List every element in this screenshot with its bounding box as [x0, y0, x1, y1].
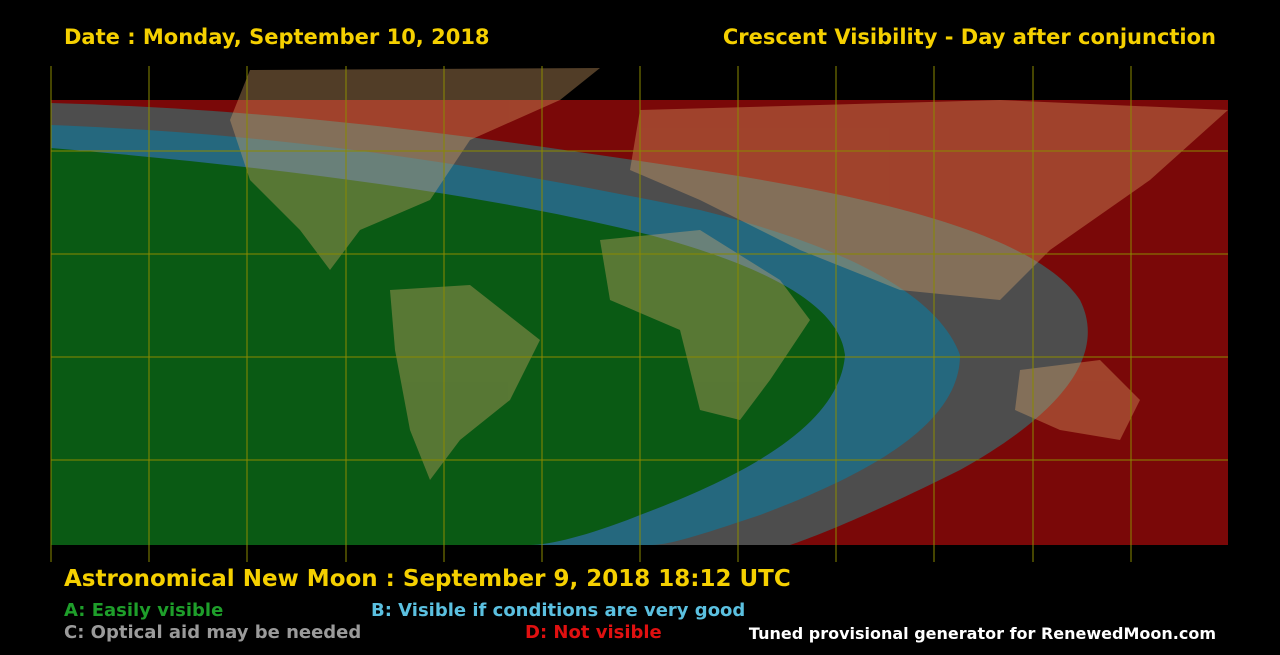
visibility-map	[50, 66, 1228, 562]
legend-d: D: Not visible	[525, 622, 662, 643]
legend-a: A: Easily visible	[64, 600, 224, 621]
date: Date : Monday, September 10, 2018	[64, 25, 490, 49]
credit: Tuned provisional generator for RenewedM…	[748, 624, 1216, 643]
land	[230, 68, 1228, 480]
legend-b: B: Visible if conditions are very good	[371, 600, 746, 621]
new-moon: Astronomical New Moon : September 9, 201…	[64, 566, 791, 592]
legend-c: C: Optical aid may be needed	[64, 622, 362, 643]
map-title: Crescent Visibility - Day after conjunct…	[722, 25, 1216, 49]
zone-a	[51, 148, 845, 545]
graticule	[50, 66, 1228, 562]
